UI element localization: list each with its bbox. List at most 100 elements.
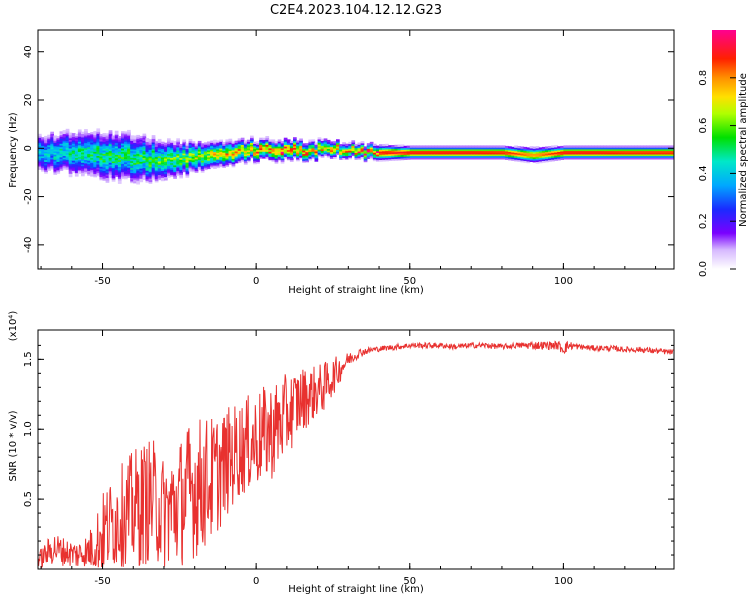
heatmap-cell <box>434 147 438 150</box>
heatmap-cell <box>84 152 88 155</box>
heatmap-cell <box>114 162 119 166</box>
heatmap-cell <box>289 152 294 155</box>
heatmap-cell <box>102 173 107 176</box>
heatmap-cell <box>333 146 337 149</box>
heatmap-cell <box>283 144 288 147</box>
heatmap-cell <box>649 157 654 160</box>
heatmap-cell <box>243 143 248 147</box>
heatmap-cell <box>400 144 405 147</box>
heatmap-cell <box>148 150 153 154</box>
heatmap-cell <box>280 159 285 162</box>
heatmap-cell <box>117 136 122 139</box>
heatmap-cell <box>422 153 426 157</box>
heatmap-cell <box>240 137 245 140</box>
heatmap-cell <box>74 172 79 175</box>
heatmap-cell <box>265 142 270 145</box>
heatmap-cell <box>320 142 325 145</box>
heatmap-cell <box>74 169 79 172</box>
heatmap-cell <box>652 152 657 155</box>
heatmap-cell <box>253 146 257 150</box>
heatmap-cell <box>71 146 76 149</box>
heatmap-cell <box>157 172 162 175</box>
heatmap-cell <box>96 146 101 150</box>
heatmap-cell <box>382 152 386 155</box>
heatmap-cell <box>154 171 159 174</box>
heatmap-cell <box>305 153 309 156</box>
heatmap-cell <box>618 147 623 150</box>
heatmap-cell <box>99 159 104 162</box>
heatmap-cell <box>357 154 362 157</box>
heatmap-cell <box>280 147 285 151</box>
heatmap-cell <box>167 160 171 163</box>
heatmap-cell <box>293 137 297 140</box>
heatmap-cell <box>302 151 306 155</box>
heatmap-cell <box>274 141 279 144</box>
heatmap-cell <box>548 149 552 152</box>
heatmap-cell <box>182 156 187 159</box>
heatmap-cell <box>532 151 537 154</box>
heatmap-cell <box>538 157 543 160</box>
heatmap-cell <box>139 171 144 174</box>
heatmap-cell <box>615 145 620 148</box>
heatmap-cell <box>649 150 654 153</box>
heatmap-cell <box>661 157 666 160</box>
heatmap-cell <box>197 162 202 166</box>
heatmap-cell <box>105 150 110 153</box>
colorbar-label: Normalized spectral amplitude <box>738 73 749 227</box>
heatmap-cell <box>640 157 644 160</box>
heatmap-cell <box>286 157 291 161</box>
heatmap-cell <box>38 160 42 164</box>
heatmap-cell <box>480 152 485 155</box>
heatmap-cell <box>667 150 672 153</box>
heatmap-cell <box>81 160 85 163</box>
heatmap-cell <box>59 163 64 166</box>
heatmap-cell <box>643 153 647 157</box>
heatmap-cell <box>87 139 91 143</box>
heatmap-cell <box>151 175 156 178</box>
heatmap-cell <box>391 151 395 155</box>
heatmap-cell <box>108 150 113 153</box>
heatmap-cell <box>311 147 316 151</box>
heatmap-cell <box>210 150 214 153</box>
heatmap-cell <box>339 155 343 159</box>
heatmap-cell <box>53 145 58 148</box>
heatmap-cell <box>182 146 187 149</box>
heatmap-cell <box>422 148 426 152</box>
heatmap-cell <box>142 148 147 152</box>
heatmap-cell <box>71 138 76 141</box>
heatmap-cell <box>268 147 273 151</box>
heatmap-cell <box>121 139 125 142</box>
heatmap-cell <box>59 141 64 144</box>
heatmap-cell <box>117 176 122 179</box>
heatmap-cell <box>274 161 279 164</box>
heatmap-cell <box>197 166 202 169</box>
heatmap-cell <box>216 145 220 148</box>
heatmap-cell <box>93 137 97 141</box>
heatmap-cell <box>366 150 371 153</box>
heatmap-cell <box>409 150 414 153</box>
heatmap-cell <box>87 146 91 149</box>
heatmap-cell <box>412 153 417 157</box>
heatmap-cell <box>185 172 190 175</box>
heatmap-cell <box>50 136 54 140</box>
heatmap-cell <box>114 172 119 176</box>
heatmap-cell <box>121 163 125 166</box>
heatmap-cell <box>203 159 208 162</box>
heatmap-cell <box>277 152 282 156</box>
heatmap-cell <box>136 173 140 176</box>
heatmap-cell <box>240 156 245 159</box>
heatmap-cell <box>87 163 91 166</box>
heatmap-cell <box>237 158 242 161</box>
heatmap-cell <box>468 147 472 150</box>
heatmap-cell <box>44 135 48 139</box>
heatmap-cell <box>84 139 88 142</box>
heatmap-cell <box>317 138 322 142</box>
heatmap-cell <box>38 164 42 167</box>
heatmap-cell <box>569 147 574 150</box>
x-tick-label-bottom: 50 <box>403 576 416 587</box>
heatmap-cell <box>191 156 196 159</box>
heatmap-cell <box>554 146 558 150</box>
heatmap-cell <box>320 145 325 148</box>
heatmap-cell <box>385 153 389 157</box>
